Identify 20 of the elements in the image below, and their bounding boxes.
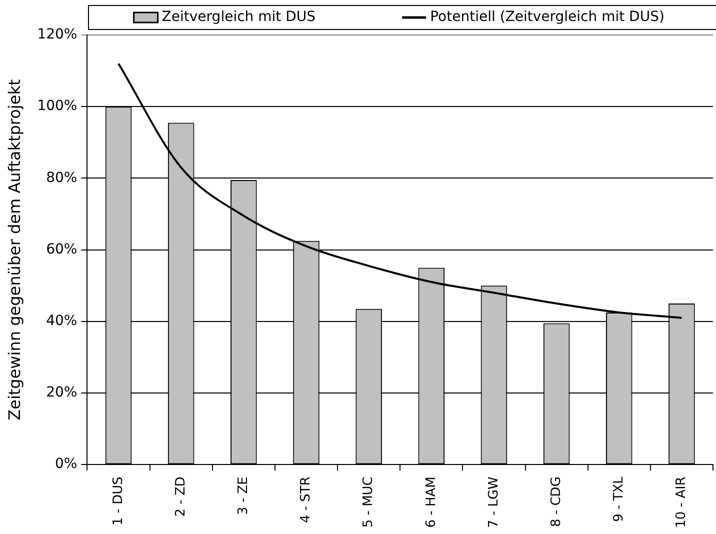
- y-tick-label: 100%: [37, 98, 78, 114]
- x-tick-label: 10 - AIR: [674, 476, 690, 528]
- y-tick-label: 40%: [46, 313, 78, 330]
- y-axis-title: Zeitgewinn gegenüber dem Auftaktprojekt: [4, 79, 24, 420]
- x-tick-label: 4 - STR: [298, 476, 314, 524]
- x-tick-label: 2 - ZD: [173, 476, 188, 517]
- y-tick-label: 0%: [55, 456, 78, 472]
- x-tick-label: 1 - DUS: [110, 476, 126, 526]
- y-tick-label: 120%: [37, 26, 78, 43]
- y-tick-label: 80%: [46, 170, 78, 186]
- y-tick-label: 60%: [46, 241, 78, 258]
- y-tick-label: 20%: [46, 384, 78, 401]
- x-tick-label: 7 - LGW: [486, 476, 502, 528]
- x-tick-label: 5 - MUC: [361, 476, 376, 528]
- legend-label: Zeitvergleich mit DUS: [162, 9, 316, 26]
- legend-label: Potentiell (Zeitvergleich mit DUS): [430, 9, 664, 26]
- x-tick-label: 6 - HAM: [424, 476, 439, 528]
- x-tick-label: 9 - TXL: [612, 476, 627, 522]
- x-tick-label: 8 - CDG: [548, 476, 564, 527]
- x-tick-label: 3 - ZE: [236, 476, 252, 515]
